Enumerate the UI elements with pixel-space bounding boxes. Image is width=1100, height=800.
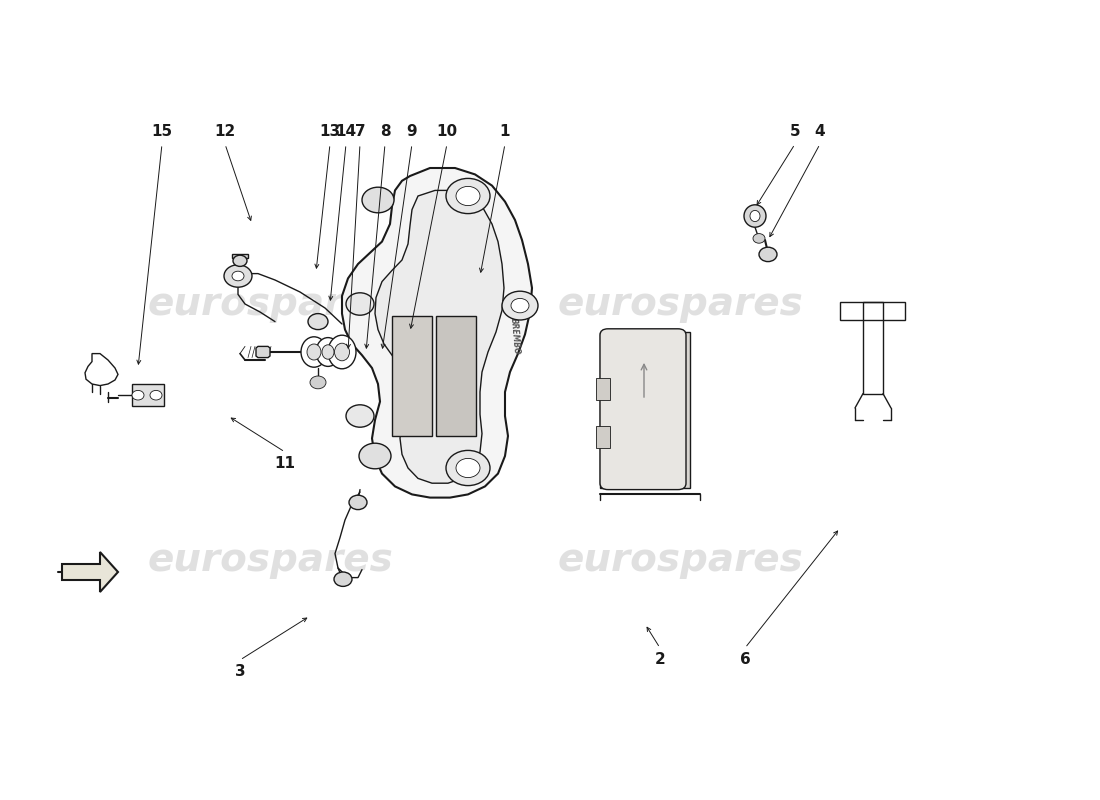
Circle shape: [759, 247, 777, 262]
Text: eurospares: eurospares: [557, 541, 803, 579]
Text: 12: 12: [214, 125, 235, 139]
Text: 15: 15: [152, 125, 173, 139]
Circle shape: [346, 293, 374, 315]
Text: eurospares: eurospares: [557, 285, 803, 323]
Text: 7: 7: [354, 125, 365, 139]
Circle shape: [233, 255, 248, 266]
Bar: [864, 302, 883, 394]
Text: 3: 3: [234, 665, 245, 679]
Text: 4: 4: [815, 125, 825, 139]
Circle shape: [446, 450, 490, 486]
Text: 10: 10: [437, 125, 458, 139]
Text: eurospares: eurospares: [147, 541, 393, 579]
Ellipse shape: [750, 210, 760, 222]
FancyBboxPatch shape: [600, 329, 686, 490]
Text: 8: 8: [379, 125, 390, 139]
Circle shape: [754, 234, 764, 243]
Circle shape: [232, 271, 244, 281]
Circle shape: [346, 405, 374, 427]
Bar: [392, 316, 432, 436]
Text: 13: 13: [319, 125, 341, 139]
Circle shape: [224, 265, 252, 287]
Circle shape: [456, 186, 480, 206]
Text: 6: 6: [739, 653, 750, 667]
Bar: [596, 426, 611, 448]
Polygon shape: [256, 346, 270, 358]
Polygon shape: [232, 254, 248, 264]
Ellipse shape: [307, 344, 321, 360]
Ellipse shape: [328, 335, 356, 369]
Circle shape: [334, 572, 352, 586]
Text: eurospares: eurospares: [147, 285, 393, 323]
Polygon shape: [375, 190, 504, 483]
Text: 1: 1: [499, 125, 510, 139]
Text: BREMBO: BREMBO: [509, 317, 521, 355]
Circle shape: [502, 291, 538, 320]
Bar: [840, 302, 905, 320]
Ellipse shape: [744, 205, 766, 227]
Bar: [600, 332, 690, 488]
Bar: [436, 316, 476, 436]
Text: 14: 14: [336, 125, 356, 139]
Circle shape: [362, 187, 394, 213]
Polygon shape: [62, 552, 118, 592]
Ellipse shape: [316, 338, 340, 366]
Text: 2: 2: [654, 653, 666, 667]
Circle shape: [349, 495, 367, 510]
Bar: [596, 378, 611, 400]
Text: 11: 11: [275, 457, 296, 471]
Circle shape: [150, 390, 162, 400]
Circle shape: [512, 298, 529, 313]
Circle shape: [308, 314, 328, 330]
Text: 9: 9: [407, 125, 417, 139]
Bar: [132, 384, 164, 406]
Circle shape: [359, 443, 390, 469]
Polygon shape: [342, 168, 532, 498]
Text: 5: 5: [790, 125, 801, 139]
Circle shape: [132, 390, 144, 400]
Ellipse shape: [334, 343, 350, 361]
Circle shape: [456, 458, 480, 478]
Circle shape: [446, 178, 490, 214]
Ellipse shape: [301, 337, 327, 367]
Ellipse shape: [322, 345, 334, 359]
Circle shape: [310, 376, 326, 389]
